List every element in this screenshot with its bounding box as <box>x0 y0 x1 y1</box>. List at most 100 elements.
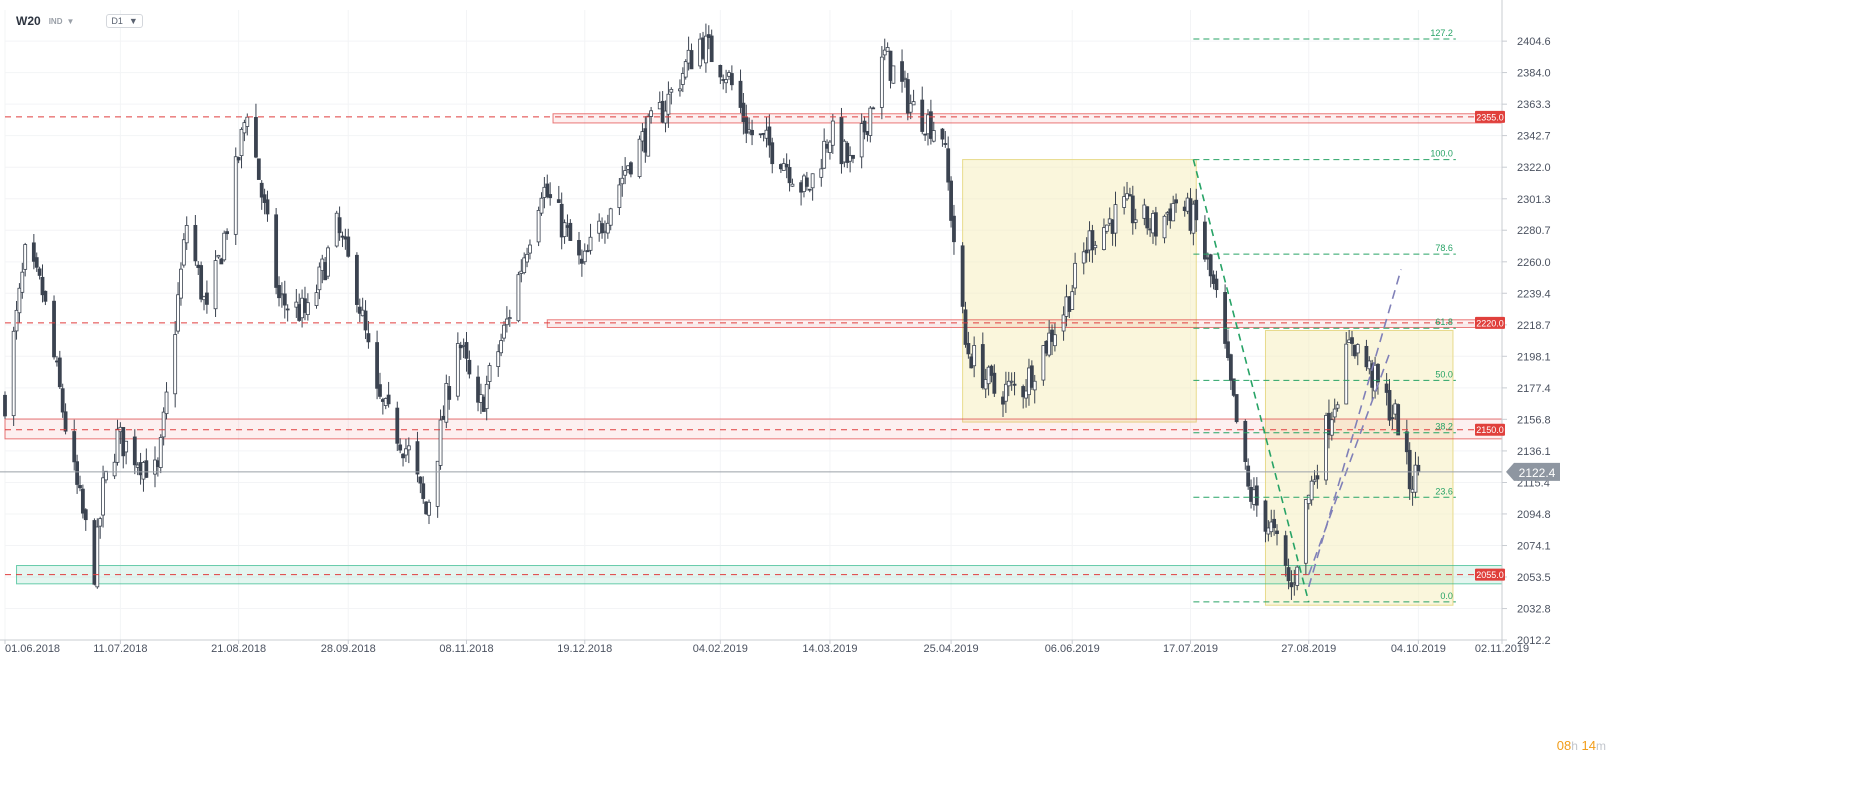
level-badge <box>1475 568 1505 581</box>
candle-body <box>678 88 682 92</box>
candle-body <box>363 310 368 331</box>
candle-body <box>63 411 68 432</box>
candle-body <box>859 123 864 158</box>
chevron-down-icon: ▼ <box>128 16 138 26</box>
candle-body <box>1081 251 1086 264</box>
timeframe-select[interactable]: D1 ▼ <box>106 14 143 28</box>
level-zone <box>546 319 1503 328</box>
candle-body <box>354 254 359 305</box>
candle-body <box>807 188 812 191</box>
candle-body <box>366 333 371 343</box>
candle-body <box>960 245 965 307</box>
candle-body <box>559 203 564 238</box>
candle-body <box>905 79 910 114</box>
candle-body <box>256 158 261 180</box>
candle-body <box>539 197 544 214</box>
fib-level-label: 127.2 <box>1430 28 1453 38</box>
countdown-hours: 08 <box>1556 738 1572 753</box>
candle-body <box>851 154 855 159</box>
candle-countdown: 08h 14m <box>1557 738 1606 753</box>
candle-body <box>522 257 527 274</box>
candle-body <box>115 428 120 463</box>
candle-body <box>1404 431 1409 453</box>
candle-body <box>219 258 224 265</box>
candle-body <box>862 120 867 133</box>
candle-body <box>415 441 420 475</box>
candle-body <box>57 357 62 388</box>
candle-body <box>1128 194 1132 197</box>
candle-body <box>254 116 258 158</box>
x-tick-label: 25.04.2019 <box>924 643 979 655</box>
y-tick-label: 2301.3 <box>1517 194 1551 206</box>
y-tick-label: 2322.0 <box>1517 162 1551 174</box>
candle-body <box>444 383 449 423</box>
candle-body <box>23 244 28 270</box>
candle-body <box>637 138 642 177</box>
candle-body <box>718 64 723 78</box>
x-tick-label: 01.06.2018 <box>5 643 60 655</box>
x-tick-label: 27.08.2019 <box>1281 643 1336 655</box>
fib-level-label: 38.2 <box>1435 422 1453 432</box>
candle-body <box>920 99 925 132</box>
candle-body <box>173 334 178 395</box>
candle-body <box>112 461 117 477</box>
candle-body <box>1243 420 1248 462</box>
candle-body <box>623 170 628 176</box>
trend-line <box>1307 353 1391 575</box>
candle-body <box>153 459 157 475</box>
candle-body <box>326 247 330 277</box>
range-zone <box>962 159 1197 423</box>
x-tick-label: 11.07.2018 <box>93 643 147 655</box>
candle-body <box>525 253 529 263</box>
candle-body <box>259 182 264 198</box>
candle-body <box>435 460 440 507</box>
candle-body <box>265 199 270 215</box>
candle-body <box>1203 221 1207 260</box>
candle-body <box>724 79 728 84</box>
candle-body <box>556 199 561 203</box>
candle-body <box>1283 535 1288 566</box>
symbol-name[interactable]: W20 <box>16 14 41 28</box>
fib-level-label: 78.6 <box>1435 243 1453 253</box>
candle-body <box>1070 291 1075 310</box>
axis-layer: 2012.22032.82053.52074.12094.82115.42136… <box>0 0 1560 655</box>
level-badge-label: 2355.0 <box>1476 112 1504 122</box>
candle-body <box>213 260 218 310</box>
y-tick-label: 2177.4 <box>1517 383 1551 395</box>
y-tick-label: 2280.7 <box>1517 225 1551 237</box>
x-tick-label: 28.09.2018 <box>321 643 376 655</box>
y-tick-label: 2384.0 <box>1517 68 1551 80</box>
x-tick-label: 04.02.2019 <box>693 643 748 655</box>
candle-body <box>1226 341 1230 359</box>
chevron-down-icon[interactable]: ▼ <box>66 16 75 26</box>
candle-body <box>879 56 884 108</box>
candle-body <box>767 126 772 146</box>
candle-body <box>179 268 183 299</box>
candle-body <box>337 217 342 234</box>
candle-body <box>1041 345 1046 381</box>
candle-body <box>516 274 521 322</box>
candle-body <box>1344 343 1349 405</box>
zones-layer <box>4 113 1503 606</box>
candle-body <box>989 365 994 376</box>
candle-body <box>40 276 45 296</box>
candle-body <box>928 111 933 139</box>
candle-body <box>1009 380 1014 383</box>
countdown-minutes-unit: m <box>1596 739 1606 753</box>
y-tick-label: 2198.1 <box>1517 351 1551 363</box>
candle-body <box>236 157 241 161</box>
candle-body <box>1012 383 1017 386</box>
y-tick-label: 2094.8 <box>1517 509 1551 521</box>
candle-body <box>1335 404 1340 409</box>
candle-body <box>507 317 512 319</box>
candle-body <box>305 302 310 316</box>
candle-body <box>398 444 403 451</box>
x-tick-label: 02.11.2019 <box>1475 643 1529 655</box>
fib-level-label: 23.6 <box>1435 486 1453 496</box>
candle-body <box>1275 530 1279 535</box>
y-tick-label: 2239.4 <box>1517 288 1551 300</box>
countdown-minutes: 14 <box>1581 738 1596 753</box>
candle-body <box>1234 394 1239 423</box>
